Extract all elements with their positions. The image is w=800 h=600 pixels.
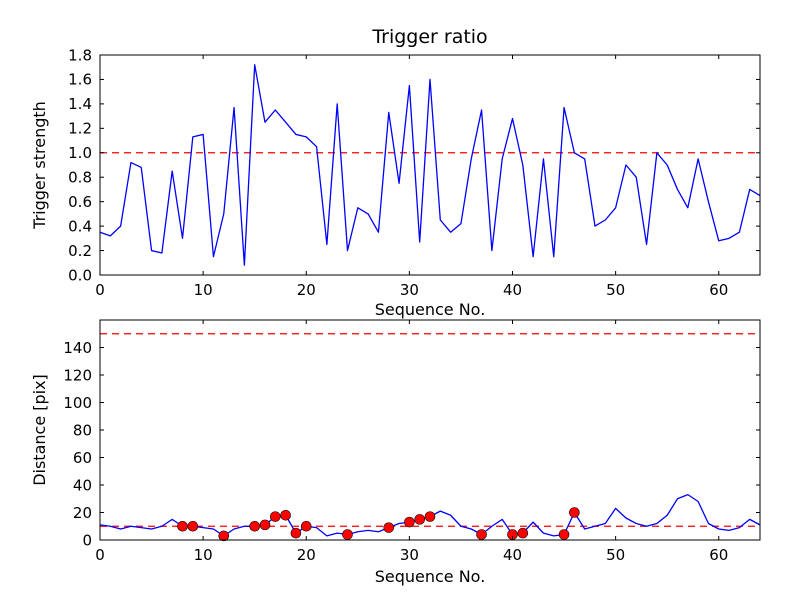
y-tick-label: 20	[73, 504, 92, 522]
y-tick-label: 0.0	[68, 266, 92, 284]
y-tick-label: 80	[73, 421, 92, 439]
x-tick-label: 40	[503, 281, 522, 299]
scatter-point	[300, 520, 312, 532]
y-tick-label: 0	[82, 531, 92, 549]
y-tick-label: 120	[63, 366, 92, 384]
scatter-point	[342, 529, 353, 540]
y-tick-label: 0.8	[68, 168, 92, 186]
scatter-point	[558, 529, 570, 540]
scatter-point	[187, 520, 199, 532]
y-tick-label: 1.2	[68, 120, 92, 138]
distance-subplot: 0 10 20 30 40 50 60 0 20 40 60 80 100 120 140 Sequence …	[30, 319, 761, 586]
x-tick-label: 50	[606, 546, 625, 564]
y-tick-label: 0.4	[68, 217, 92, 235]
x-tick-label: 20	[297, 281, 316, 299]
plot-border	[99, 54, 761, 276]
y-tick-label: 100	[63, 394, 92, 412]
scatter-point	[218, 530, 230, 542]
x-tick-label: 10	[194, 281, 213, 299]
scatter-point	[280, 509, 291, 521]
scatter-point	[270, 511, 281, 522]
y-tick-label: 0.2	[68, 242, 92, 260]
scatter-point	[259, 519, 271, 531]
y-tick-label: 1.0	[68, 144, 92, 162]
x-tick-label: 40	[503, 546, 522, 564]
trigger-strength-line	[99, 64, 761, 266]
y-axis-label: Distance [pix]	[30, 374, 49, 486]
x-axis-label: Sequence No.	[375, 567, 486, 586]
y-tick-label: 40	[73, 476, 92, 494]
x-tick-label: 50	[606, 281, 625, 299]
y-tick-label: 0.6	[68, 193, 92, 211]
plot-area	[100, 55, 760, 275]
scatter-point	[177, 520, 188, 532]
scatter-point	[290, 527, 302, 539]
scatter-point	[569, 507, 580, 518]
x-axis-label: Sequence No.	[375, 300, 486, 319]
x-tick-label: 0	[95, 281, 105, 299]
scatter-point	[383, 522, 395, 533]
scatter-point	[476, 529, 487, 540]
scatter-point	[517, 527, 529, 539]
scatter-point	[404, 516, 415, 528]
x-tick-label: 20	[297, 546, 316, 564]
x-tick-label: 30	[400, 546, 419, 564]
y-tick-label: 1.4	[68, 95, 92, 113]
trigger-strength-subplot: 0 10 20 30 40 50 60 0.0 0.2 0.4 0.6 0.8 1.0 1.2 1.4 1.6…	[30, 26, 761, 319]
y-tick-label: 1.6	[68, 71, 92, 89]
plot-area	[100, 320, 760, 540]
y-tick-label: 60	[73, 449, 92, 467]
y-axis-label: Trigger strength	[30, 101, 49, 230]
x-tick-label: 0	[95, 546, 105, 564]
x-tick-label: 60	[709, 546, 728, 564]
y-tick-label: 140	[63, 339, 92, 357]
x-tick-label: 30	[400, 281, 419, 299]
y-tick-label: 1.8	[68, 46, 92, 64]
plot-title: Trigger ratio	[371, 26, 487, 48]
scatter-point	[424, 511, 436, 522]
x-tick-label: 10	[194, 546, 213, 564]
x-tick-label: 60	[709, 281, 728, 299]
scatter-point	[414, 514, 425, 525]
scatter-point	[249, 520, 260, 532]
